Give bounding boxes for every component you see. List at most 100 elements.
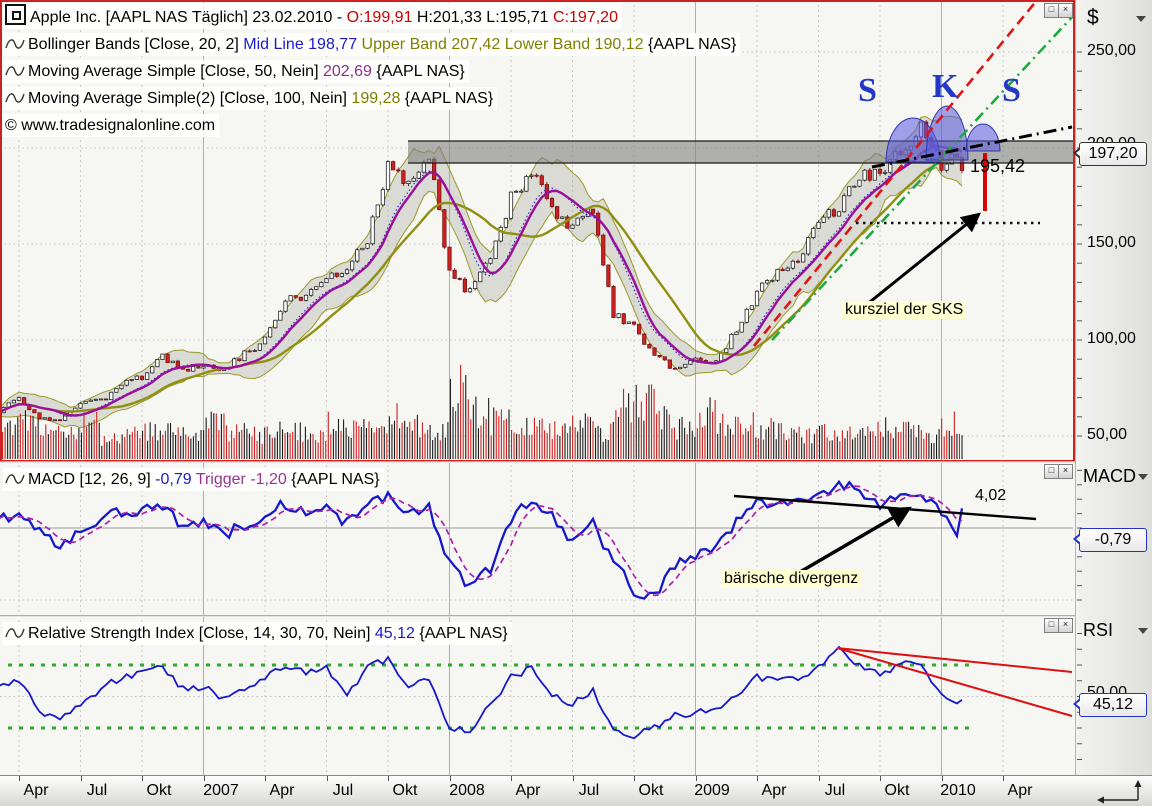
price-axis-dropdown-caret[interactable] bbox=[1136, 16, 1146, 22]
macd-axis-dropdown-caret[interactable] bbox=[1138, 474, 1148, 480]
legend-segment: Relative Strength Index [Close, 14, 30, … bbox=[28, 625, 375, 642]
legend-segment: © www.tradesignalonline.com bbox=[5, 117, 216, 134]
rsi-panel-close-button[interactable]: × bbox=[1058, 618, 1073, 633]
x-axis-tick bbox=[388, 776, 389, 781]
legend-segment: Apple Inc. [AAPL NAS Täglich] 23.02.2010… bbox=[30, 9, 347, 26]
x-axis-label: Jul bbox=[824, 782, 846, 799]
legend-segment: 202,69 bbox=[322, 63, 372, 80]
time-axis-bar[interactable]: Apr Jul Okt 2007 Apr Jul Okt 2008 Apr Jul Okt 2009 A… bbox=[0, 775, 1152, 806]
rsi-axis-dropdown-caret[interactable] bbox=[1138, 628, 1148, 634]
x-axis-tick bbox=[818, 776, 820, 781]
macd-panel-maximize-button[interactable]: □ bbox=[1044, 464, 1059, 479]
x-axis-label: Jul bbox=[578, 782, 600, 799]
x-axis-label: Okt bbox=[884, 782, 910, 799]
macd-peak-value-label[interactable]: 4,02 bbox=[975, 487, 1007, 504]
sks-target-label[interactable]: kursziel der SKS bbox=[842, 301, 967, 319]
wave-icon bbox=[5, 66, 25, 76]
x-axis-tick bbox=[757, 776, 758, 781]
wave-icon bbox=[5, 93, 25, 103]
rsi-panel-divider[interactable] bbox=[0, 615, 1075, 617]
x-axis-label: Apr bbox=[23, 782, 49, 799]
sks-head-label[interactable]: K bbox=[932, 68, 959, 105]
x-axis-label: Jul bbox=[332, 782, 354, 799]
legend-line[interactable]: © www.tradesignalonline.com bbox=[3, 114, 220, 137]
instrument-icon bbox=[5, 4, 26, 25]
legend-line[interactable]: Apple Inc. [AAPL NAS Täglich] 23.02.2010… bbox=[3, 3, 622, 29]
x-axis-label: Apr bbox=[269, 782, 295, 799]
legend-segment: Moving Average Simple(2) [Close, 100, Ne… bbox=[28, 90, 352, 107]
rsi-value-tag[interactable]: 45,12 bbox=[1073, 693, 1147, 717]
scroll-to-end-icon[interactable] bbox=[1092, 778, 1144, 804]
x-axis-tick bbox=[265, 776, 266, 781]
legend-segment: MACD [12, 26, 9] bbox=[28, 471, 156, 488]
x-axis-label: Apr bbox=[761, 782, 787, 799]
legend-segment: {AAPL NAS} bbox=[371, 63, 465, 80]
price-tick-50: 50,00 bbox=[1087, 426, 1128, 443]
legend-segment: H:201,33 L:195,71 bbox=[412, 9, 554, 26]
x-axis-tick bbox=[941, 776, 943, 781]
x-axis-tick bbox=[511, 776, 512, 781]
rsi-axis-title: RSI bbox=[1083, 620, 1114, 640]
legend-segment: Mid Line 198,77 bbox=[243, 36, 362, 53]
legend-segment: -0,79 bbox=[155, 471, 192, 488]
x-axis-label: Apr bbox=[1007, 782, 1033, 799]
legend-segment: {AAPL NAS} bbox=[400, 90, 494, 107]
wave-icon bbox=[5, 474, 25, 484]
x-axis-tick bbox=[449, 776, 451, 781]
x-axis-tick bbox=[1003, 776, 1004, 781]
macd-axis-title: MACD bbox=[1083, 466, 1136, 486]
price-tick-100: 100,00 bbox=[1087, 330, 1136, 347]
x-axis-label: 2009 bbox=[694, 782, 730, 799]
rsi-panel-maximize-button[interactable]: □ bbox=[1044, 618, 1059, 633]
wave-icon bbox=[5, 39, 25, 49]
wave-icon bbox=[5, 628, 25, 638]
x-axis-label: Jul bbox=[86, 782, 108, 799]
legend-segment: {AAPL NAS} bbox=[286, 471, 380, 488]
macd-panel-close-button[interactable]: × bbox=[1058, 464, 1073, 479]
x-axis-label: 2007 bbox=[203, 782, 239, 799]
legend-segment: O:199,91 bbox=[346, 9, 413, 26]
macd-legend: MACD [12, 26, 9] -0,79 Trigger -1,20 {AA… bbox=[3, 468, 384, 495]
last-price-tag[interactable]: 197,20 bbox=[1073, 142, 1147, 166]
legend-line[interactable]: MACD [12, 26, 9] -0,79 Trigger -1,20 {AA… bbox=[3, 468, 384, 491]
legend-segment: 45,12 bbox=[374, 625, 415, 642]
legend-segment: {AAPL NAS} bbox=[647, 36, 737, 53]
x-axis-label: Okt bbox=[392, 782, 418, 799]
legend-line[interactable]: Bollinger Bands [Close, 20, 2] Mid Line … bbox=[3, 33, 741, 56]
price-axis-column[interactable]: $ 250,00 200,00 150,00 100,00 50,00 197,… bbox=[1073, 0, 1152, 775]
legend-segment: Trigger -1,20 bbox=[191, 471, 287, 488]
x-axis-label: 2010 bbox=[940, 782, 976, 799]
rsi-legend: Relative Strength Index [Close, 14, 30, … bbox=[3, 622, 512, 649]
x-axis-tick bbox=[80, 776, 82, 781]
x-axis-label: Okt bbox=[638, 782, 664, 799]
sks-left-shoulder-label[interactable]: S bbox=[858, 72, 877, 109]
legend-line[interactable]: Moving Average Simple(2) [Close, 100, Ne… bbox=[3, 87, 498, 110]
x-axis-label: Okt bbox=[146, 782, 172, 799]
axis-tick-marks bbox=[1077, 51, 1082, 760]
legend-segment: C:197,20 bbox=[553, 9, 618, 26]
neckline-value-label[interactable]: 195,42 bbox=[970, 156, 1026, 176]
price-tick-250: 250,00 bbox=[1087, 42, 1136, 59]
main-panel-close-button[interactable]: × bbox=[1058, 3, 1073, 18]
legend-segment: Upper Band 207,42 Lower Band 190,12 bbox=[361, 36, 648, 53]
x-axis-tick bbox=[695, 776, 697, 781]
legend-segment: Bollinger Bands [Close, 20, 2] bbox=[28, 36, 244, 53]
x-axis-tick bbox=[326, 776, 328, 781]
price-tick-150: 150,00 bbox=[1087, 234, 1136, 251]
x-axis-tick bbox=[142, 776, 143, 781]
bearish-divergence-label[interactable]: bärische divergenz bbox=[721, 570, 862, 588]
main-legend: Apple Inc. [AAPL NAS Täglich] 23.02.2010… bbox=[3, 3, 741, 141]
legend-segment: {AAPL NAS} bbox=[414, 625, 508, 642]
x-axis-tick bbox=[203, 776, 205, 781]
macd-panel-divider[interactable] bbox=[0, 461, 1075, 463]
legend-line[interactable]: Moving Average Simple [Close, 50, Nein] … bbox=[3, 60, 469, 83]
legend-segment: 199,28 bbox=[351, 90, 401, 107]
macd-value-tag[interactable]: -0,79 bbox=[1073, 528, 1147, 552]
x-axis-tick bbox=[572, 776, 574, 781]
x-axis-label: Apr bbox=[515, 782, 541, 799]
legend-line[interactable]: Relative Strength Index [Close, 14, 30, … bbox=[3, 622, 512, 645]
sks-right-shoulder-label[interactable]: S bbox=[1002, 72, 1021, 109]
main-panel-maximize-button[interactable]: □ bbox=[1044, 3, 1059, 18]
